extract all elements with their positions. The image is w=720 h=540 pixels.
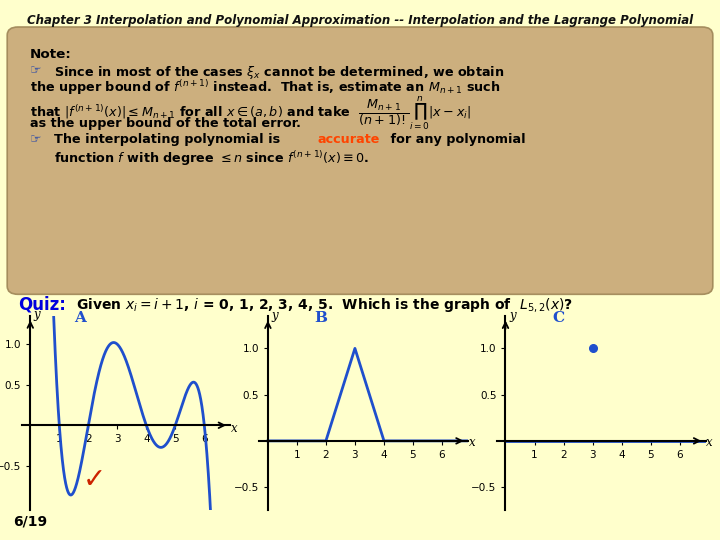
Text: that $|f^{(n+1)}(x)| \leq M_{n+1}$ for all $x \in (a,b)$ and take  $\dfrac{M_{n+: that $|f^{(n+1)}(x)| \leq M_{n+1}$ for a… (30, 94, 472, 132)
Text: Quiz:: Quiz: (18, 296, 66, 314)
Text: the upper bound of $f^{(n+1)}$ instead.  That is, estimate an $M_{n+1}$ such: the upper bound of $f^{(n+1)}$ instead. … (30, 78, 501, 97)
Text: x: x (231, 422, 238, 435)
Text: Chapter 3 Interpolation and Polynomial Approximation -- Interpolation and the La: Chapter 3 Interpolation and Polynomial A… (27, 14, 693, 27)
Text: Note:: Note: (30, 48, 72, 60)
Text: 6/19: 6/19 (13, 514, 47, 528)
Text: Given $x_i = i+1$, $i$ = 0, 1, 2, 3, 4, 5.  Which is the graph of  $L_{5,2}(x)$?: Given $x_i = i+1$, $i$ = 0, 1, 2, 3, 4, … (76, 296, 573, 314)
Text: y: y (271, 309, 278, 322)
Text: Since in most of the cases $\xi_x$ cannot be determined, we obtain: Since in most of the cases $\xi_x$ canno… (54, 64, 504, 80)
Text: B: B (315, 312, 328, 326)
Text: The interpolating polynomial is: The interpolating polynomial is (54, 133, 284, 146)
Text: y: y (34, 308, 40, 321)
Text: y: y (509, 309, 516, 322)
Text: accurate: accurate (318, 133, 380, 146)
Text: function $f$ with degree $\leq n$ since $f^{(n+1)}(x) \equiv 0$.: function $f$ with degree $\leq n$ since … (54, 149, 369, 168)
Text: x: x (706, 436, 713, 449)
FancyBboxPatch shape (7, 27, 713, 294)
Text: x: x (469, 436, 475, 449)
Text: A: A (73, 310, 86, 325)
Text: ✓: ✓ (83, 467, 106, 495)
Text: as the upper bound of the total error.: as the upper bound of the total error. (30, 117, 301, 130)
Text: C: C (552, 312, 564, 326)
Text: for any polynomial: for any polynomial (386, 133, 526, 146)
Text: ☞: ☞ (30, 133, 42, 146)
Text: ☞: ☞ (30, 64, 42, 77)
